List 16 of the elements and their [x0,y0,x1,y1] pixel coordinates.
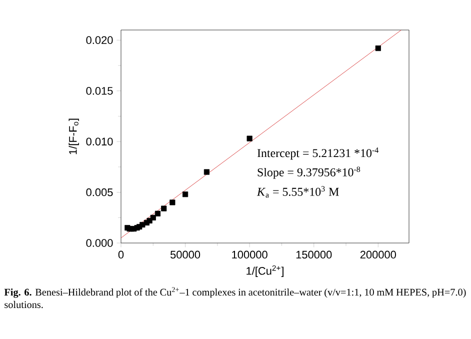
y-axis-title: 1/[F-F$_{o}$] [68,118,79,154]
y-tick-label: 0.000 [86,239,113,247]
x-axis-title: 1/[Cu$^{2+}$] [246,265,284,277]
y-tick-label: 0.015 [86,86,113,95]
x-tick-label: 0 [118,250,124,259]
annotation: Intercept = 5.21231 *10$^{-4}$ [257,147,378,160]
text: Fig. 6. Benesi–Hildebrand plot of the Cu$^{2+}$–1 complexes in acetonitrile–water (v/v=1:1, 10 mM HEPES, pH=7.0) solutions. [4,287,466,308]
x-tick-label: 100000 [232,250,268,259]
annotation: K$_{a}$ = 5.55*10$^{3}$ M [256,186,339,198]
y-tick-label: 0.010 [86,138,113,146]
x-tick-label: 150000 [296,250,332,259]
y-tick-label: 0.005 [86,188,113,196]
x-tick-label: 200000 [360,250,396,259]
y-tick-label: 0.020 [86,36,113,44]
annotation: Slope = 9.37956*10$^{-8}$ [258,166,360,179]
x-tick-label: 50000 [170,250,200,259]
